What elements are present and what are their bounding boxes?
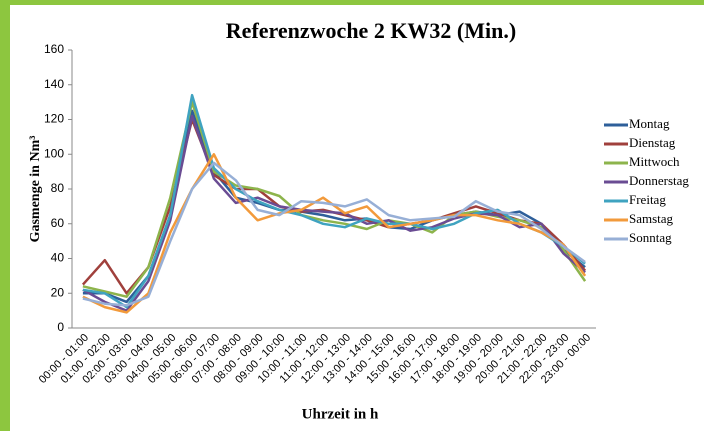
legend-label: Mittwoch	[629, 154, 680, 169]
y-tick-label: 160	[44, 42, 64, 56]
legend-label: Freitag	[629, 192, 666, 207]
series-line	[82, 161, 586, 307]
legend-label: Sonntag	[629, 230, 672, 245]
chart-title: Referenzwoche 2 KW32 (Min.)	[226, 18, 516, 43]
y-tick-label: 0	[57, 320, 64, 334]
series-line	[82, 114, 586, 312]
y-tick-label: 140	[44, 77, 64, 91]
y-tick-label: 100	[44, 146, 64, 160]
y-axis-label: Gasmenge in Nm³	[28, 136, 43, 243]
legend-label: Donnerstag	[629, 173, 689, 188]
y-tick-label: 60	[51, 216, 65, 230]
y-tick-label: 40	[51, 251, 65, 265]
y-tick-label: 120	[44, 112, 64, 126]
y-tick-label: 80	[51, 181, 65, 195]
x-axis-label: Uhrzeit in h	[302, 406, 379, 422]
legend-label: Montag	[629, 116, 670, 131]
legend-label: Samstag	[629, 211, 674, 226]
legend-label: Dienstag	[629, 135, 676, 150]
y-tick-label: 20	[51, 285, 65, 299]
